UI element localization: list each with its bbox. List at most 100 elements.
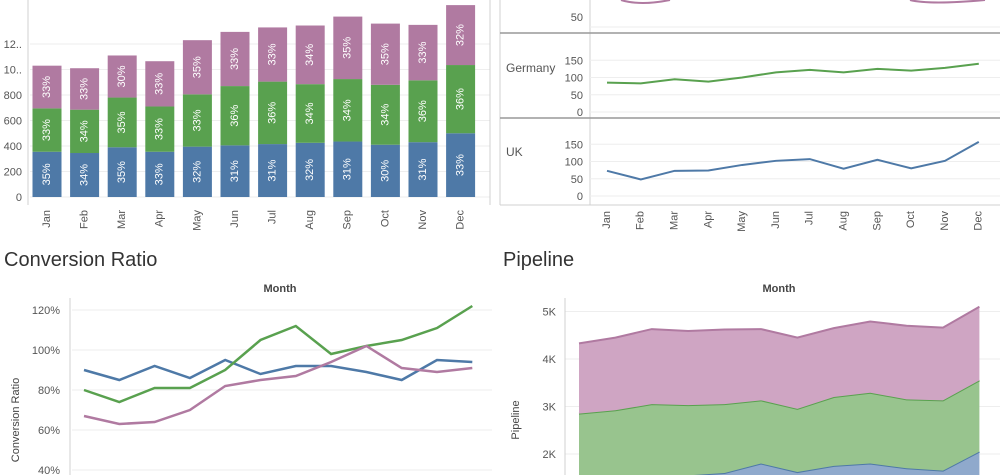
bar-data-label: 33%	[154, 118, 166, 140]
bar-segment	[333, 79, 363, 142]
y-tick-label: 600	[4, 116, 22, 128]
bar-segment	[220, 86, 250, 146]
y-tick-label: 0	[577, 191, 583, 203]
bar-segment	[295, 84, 325, 143]
bar-segment	[446, 5, 476, 66]
y-tick-label: 120%	[32, 305, 60, 317]
y-tick-label: 100	[565, 157, 583, 169]
y-tick-label: 10..	[4, 65, 22, 77]
bar-data-label: 34%	[379, 104, 391, 126]
row-label-uk: UK	[506, 145, 523, 159]
series-line	[83, 344, 473, 426]
bar-data-label: 34%	[79, 164, 91, 186]
y-tick-label: 12..	[4, 39, 22, 51]
bar-data-label: 35%	[116, 111, 128, 133]
bar-data-label: 30%	[379, 160, 391, 182]
x-tick-label: May	[191, 210, 203, 231]
bar-data-label: 36%	[229, 104, 241, 126]
series-line	[83, 304, 473, 404]
pipeline-title: Pipeline	[503, 249, 574, 271]
y-tick-label: 80%	[38, 385, 60, 397]
bar-data-label: 33%	[229, 48, 241, 70]
y-tick-label: 0	[577, 107, 583, 119]
y-axis-title: Pipeline	[510, 400, 522, 439]
bar-segment	[70, 109, 100, 154]
bar-data-label: 33%	[267, 43, 279, 65]
bar-segment	[145, 106, 175, 152]
x-tick-label: Dec	[973, 211, 985, 231]
conversion-ratio-panel: Conversion Ratio Month Conversion Ratio 40…	[4, 249, 492, 475]
x-tick-label: Nov	[939, 211, 951, 231]
x-tick-label: Apr	[702, 211, 714, 228]
series-line	[909, 0, 986, 4]
conversion-title: Conversion Ratio	[4, 249, 157, 271]
x-tick-label: Jun	[770, 211, 782, 229]
bar-segment	[107, 147, 137, 197]
bar-data-label: 34%	[342, 99, 354, 121]
country-line-panel: 50 0 50 100 150 Germany 0 50 100 150 UK Jan Feb Mar Ap…	[499, 0, 1000, 232]
bar-data-label: 31%	[342, 158, 354, 180]
bar-data-label: 33%	[41, 76, 53, 98]
bar-data-label: 36%	[455, 88, 467, 110]
y-tick-label: 800	[4, 90, 22, 102]
bar-segment	[446, 133, 476, 197]
bar-segment	[107, 55, 137, 98]
bar-segment	[408, 142, 438, 197]
bar-segment	[446, 65, 476, 134]
series-line	[83, 358, 473, 382]
x-tick-label: Jun	[229, 210, 241, 228]
bar-data-label: 35%	[342, 37, 354, 59]
bar-data-label: 31%	[229, 160, 241, 182]
bar-segment	[145, 61, 175, 107]
bar-segment	[182, 40, 212, 95]
bar-segment	[295, 25, 325, 85]
bar-data-label: 33%	[41, 119, 53, 141]
y-axis-title: Conversion Ratio	[10, 378, 22, 462]
bar-data-label: 33%	[154, 73, 166, 95]
y-tick-label: 150	[565, 139, 583, 151]
bar-segment	[220, 31, 250, 87]
bar-data-label: 34%	[304, 102, 316, 124]
bar-data-label: 36%	[267, 102, 279, 124]
bar-data-label: 33%	[154, 163, 166, 185]
series-line	[620, 0, 671, 4]
bar-data-label: 34%	[79, 120, 91, 142]
bar-data-label: 33%	[191, 109, 203, 131]
stacked-bar-panel: 0 200 400 600 800 10.. 12.. 35% 33% 33% Jan 34% 34% 3…	[4, 0, 491, 231]
series-line	[606, 62, 979, 85]
y-tick-label: 2K	[543, 449, 557, 461]
bar-segment	[370, 23, 400, 85]
bar-segment	[70, 68, 100, 110]
area-band	[579, 306, 980, 414]
bar-segment	[32, 108, 62, 152]
x-tick-label: Jan	[601, 211, 613, 229]
bar-segment	[295, 142, 325, 197]
bar-segment	[408, 24, 438, 81]
bar-segment	[370, 144, 400, 197]
y-tick-label: 100%	[32, 345, 60, 357]
x-tick-label: Nov	[417, 210, 429, 230]
x-tick-label: Dec	[455, 210, 467, 230]
bar-segment	[258, 144, 288, 197]
bar-data-label: 33%	[417, 41, 429, 63]
x-tick-label: Mar	[116, 210, 128, 229]
y-tick-label: 40%	[38, 465, 60, 475]
bar-data-label: 35%	[379, 43, 391, 65]
row-label-germany: Germany	[506, 61, 555, 75]
bar-segment	[370, 84, 400, 145]
pipeline-panel: Pipeline Month Pipeline 2K 3K 4K 5K	[503, 249, 1000, 475]
bar-data-label: 33%	[79, 78, 91, 100]
x-tick-label: Aug	[838, 211, 850, 231]
bar-segment	[107, 97, 137, 148]
y-tick-label: 100	[565, 73, 583, 85]
bar-data-label: 32%	[304, 159, 316, 181]
y-tick-label: 4K	[543, 354, 557, 366]
y-tick-label: 50	[571, 12, 583, 24]
bar-data-label: 35%	[191, 56, 203, 78]
bar-data-label: 34%	[304, 44, 316, 66]
y-tick-label: 0	[16, 192, 22, 204]
bar-segment	[70, 153, 100, 197]
x-tick-label: Feb	[635, 211, 647, 230]
bar-segment	[32, 151, 62, 197]
